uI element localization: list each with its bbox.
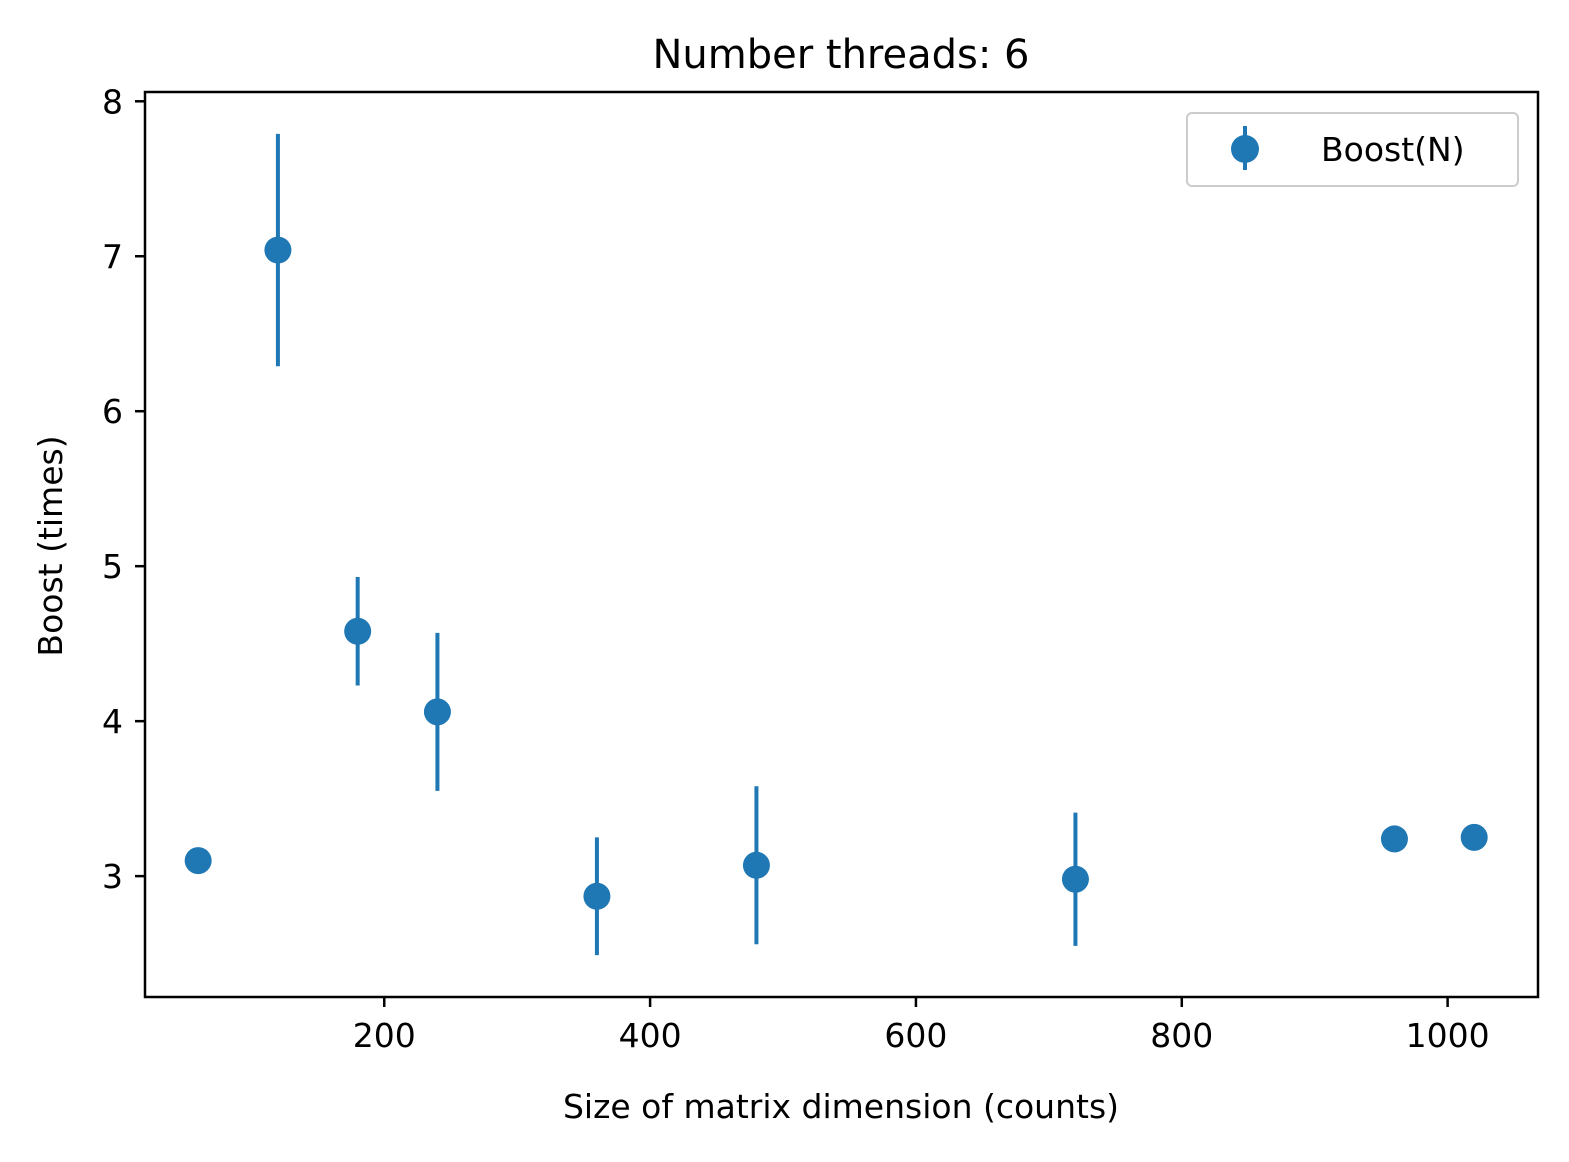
data-point bbox=[742, 851, 770, 879]
y-tick-label: 4 bbox=[102, 702, 123, 741]
data-point bbox=[1380, 825, 1408, 853]
legend-label: Boost(N) bbox=[1321, 130, 1465, 169]
data-point bbox=[1061, 865, 1089, 893]
plot-area bbox=[184, 133, 1488, 956]
data-point bbox=[583, 882, 611, 910]
plot-frame bbox=[143, 90, 1540, 999]
legend: Boost(N) bbox=[1186, 112, 1519, 187]
x-tick-label: 600 bbox=[884, 1016, 947, 1055]
data-point bbox=[423, 698, 451, 726]
y-tick-label: 6 bbox=[102, 392, 123, 431]
axes: 200 400 600 800 1000 3 4 5 6 7 8 bbox=[102, 82, 1540, 1055]
data-point bbox=[1460, 823, 1488, 851]
y-tick-label: 5 bbox=[102, 547, 123, 586]
x-axis-label: Size of matrix dimension (counts) bbox=[563, 1087, 1119, 1126]
chart-title: Number threads: 6 bbox=[653, 32, 1030, 78]
x-tick-label: 800 bbox=[1150, 1016, 1213, 1055]
x-tick-label: 200 bbox=[353, 1016, 416, 1055]
y-tick-label: 7 bbox=[102, 237, 123, 276]
data-point bbox=[344, 617, 372, 645]
data-point bbox=[264, 236, 292, 264]
y-tick-label: 8 bbox=[102, 82, 123, 121]
legend-frame bbox=[1186, 112, 1519, 187]
data-point bbox=[184, 847, 212, 875]
legend-marker bbox=[1231, 135, 1259, 163]
x-tick-label: 400 bbox=[619, 1016, 682, 1055]
y-tick-label: 3 bbox=[102, 857, 123, 896]
x-tick-label: 1000 bbox=[1406, 1016, 1490, 1055]
y-axis-label: Boost (times) bbox=[31, 435, 70, 656]
